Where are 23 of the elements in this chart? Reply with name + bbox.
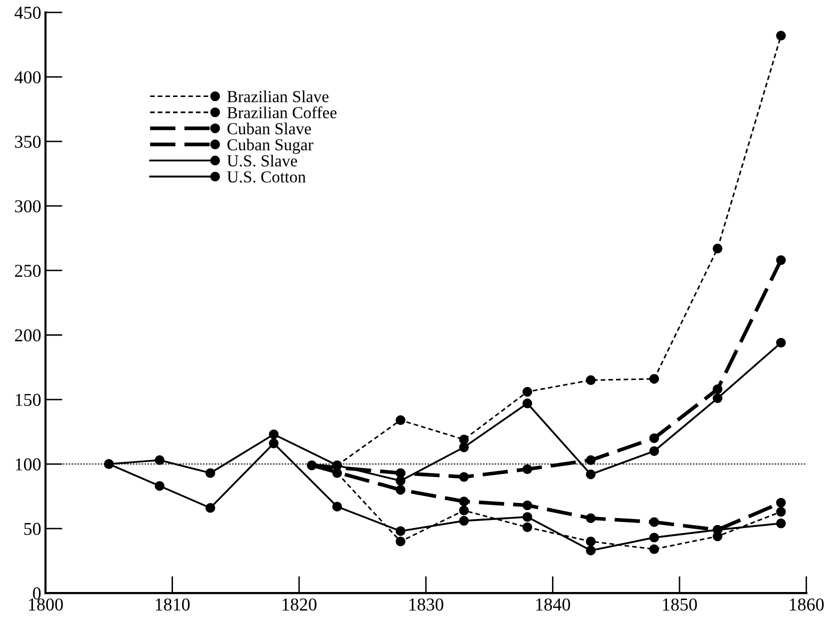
y-tick-label: 0: [32, 587, 41, 600]
y-tick-label: 100: [16, 458, 41, 470]
legend-label: Cuban Sugar: [227, 138, 314, 154]
x-tick-label: 1850: [663, 598, 697, 611]
legend-label: Brazilian Coffee: [227, 106, 337, 118]
legend-label: U.S. Slave: [227, 154, 298, 167]
x-tick-label: 1810: [156, 598, 190, 611]
y-tick-label: 200: [15, 329, 41, 342]
y-tick-label: 350: [15, 136, 41, 148]
legend-label: Cuban Slave: [227, 122, 311, 134]
y-tick-label: 150: [16, 394, 41, 406]
x-tick-label: 1800: [29, 598, 63, 611]
x-tick-label: 1820: [282, 598, 316, 611]
y-tick-label: 450: [14, 6, 41, 19]
legend-label: U.S. Cotton: [227, 171, 306, 183]
y-tick-label: 250: [15, 264, 41, 277]
x-tick-label: 1860: [790, 598, 824, 611]
legend-label: Brazilian Slave: [227, 90, 328, 102]
y-tick-label: 50: [24, 522, 41, 535]
y-tick-label: 300: [15, 200, 41, 212]
x-tick-label: 1840: [536, 598, 570, 611]
y-tick-label: 400: [14, 71, 41, 84]
x-tick-label: 1830: [409, 598, 444, 611]
